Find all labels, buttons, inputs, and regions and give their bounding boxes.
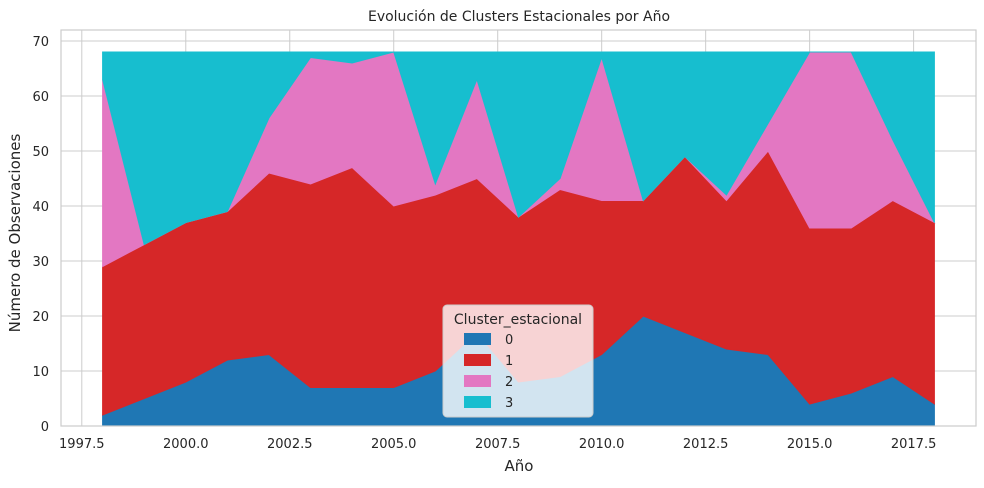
x-tick-label-2005.0: 2005.0 <box>371 437 417 452</box>
y-tick-label-10: 10 <box>32 365 49 380</box>
legend-swatch-cluster-0 <box>464 333 491 345</box>
x-tick-label-1997.5: 1997.5 <box>59 437 105 452</box>
legend-title: Cluster_estacional <box>454 312 582 328</box>
plot-area: 1997.5 2000.0 2002.5 2005.0 2007.5 2010.0 2012… <box>32 29 977 452</box>
y-tick-label-50: 50 <box>32 145 49 160</box>
legend: Cluster_estacional 0 1 2 3 <box>442 304 594 418</box>
plot-frame <box>60 29 977 427</box>
y-tick-label-20: 20 <box>32 310 49 325</box>
y-tick-label-30: 30 <box>32 255 49 270</box>
x-tick-label-2000.0: 2000.0 <box>163 437 209 452</box>
legend-swatch-cluster-2 <box>464 375 491 387</box>
x-tick-label-2012.5: 2012.5 <box>683 437 729 452</box>
x-tick-label-2002.5: 2002.5 <box>267 437 313 452</box>
y-tick-label-60: 60 <box>32 90 49 105</box>
y-axis-label: Número de Observaciones <box>6 134 24 333</box>
y-tick-label-40: 40 <box>32 200 49 215</box>
y-tick-label-70: 70 <box>32 35 49 50</box>
x-tick-label-2010.0: 2010.0 <box>579 437 625 452</box>
legend-label-cluster-0: 0 <box>505 333 513 348</box>
legend-label-cluster-3: 3 <box>505 396 513 411</box>
legend-swatch-cluster-3 <box>464 396 491 408</box>
x-tick-label-2017.5: 2017.5 <box>891 437 937 452</box>
x-axis-label: Año <box>505 457 534 475</box>
y-tick-label-0: 0 <box>41 420 49 435</box>
legend-label-cluster-1: 1 <box>505 354 513 369</box>
area-series-cluster-3 <box>102 51 935 246</box>
legend-swatch-cluster-1 <box>464 354 491 366</box>
legend-label-cluster-2: 2 <box>505 375 513 390</box>
x-tick-label-2007.5: 2007.5 <box>475 437 521 452</box>
chart-title: Evolución de Clusters Estacionales por A… <box>368 9 670 25</box>
x-tick-label-2015.0: 2015.0 <box>787 437 833 452</box>
